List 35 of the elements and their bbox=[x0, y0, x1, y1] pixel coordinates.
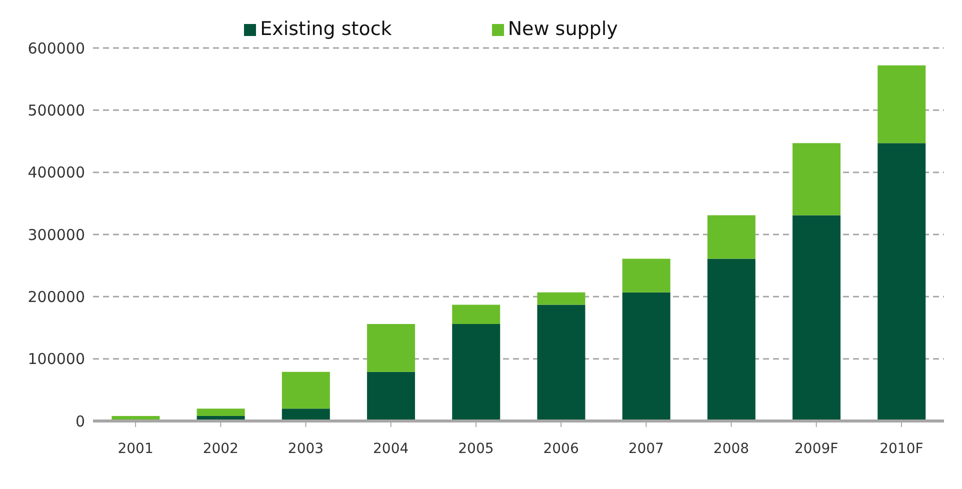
y-tick-label: 200000 bbox=[28, 288, 85, 306]
bar bbox=[707, 215, 756, 259]
bar bbox=[622, 258, 670, 292]
legend-label: Existing stock bbox=[260, 18, 392, 40]
bar bbox=[622, 292, 670, 421]
bar bbox=[792, 215, 841, 421]
x-tick-label: 2006 bbox=[543, 440, 579, 457]
bar bbox=[452, 304, 500, 324]
bar bbox=[367, 372, 416, 421]
y-tick-label: 0 bbox=[75, 412, 85, 430]
bar bbox=[878, 143, 926, 421]
bar bbox=[196, 408, 245, 416]
bar bbox=[282, 372, 330, 409]
x-tick-label: 2005 bbox=[458, 440, 494, 457]
y-tick-label: 600000 bbox=[28, 39, 85, 58]
x-tick-label: 2009F bbox=[794, 440, 838, 457]
bar bbox=[792, 143, 841, 216]
x-tick-label: 2008 bbox=[713, 440, 750, 457]
x-tick-label: 2004 bbox=[373, 440, 409, 457]
x-tick-label: 2007 bbox=[628, 440, 664, 457]
x-tick-label: 2001 bbox=[118, 440, 154, 457]
y-tick-label: 100000 bbox=[28, 350, 85, 368]
bar bbox=[367, 324, 416, 372]
x-tick-label: 2003 bbox=[288, 440, 324, 457]
bar bbox=[452, 324, 500, 421]
y-tick-label: 300000 bbox=[28, 226, 85, 244]
x-tick-label: 2010F bbox=[880, 440, 924, 457]
legend-label: New supply bbox=[508, 18, 618, 40]
bar bbox=[878, 65, 926, 144]
bar bbox=[537, 304, 586, 421]
y-tick-label: 400000 bbox=[28, 164, 85, 182]
y-tick-label: 500000 bbox=[28, 101, 85, 120]
bar bbox=[707, 258, 756, 421]
bar bbox=[537, 292, 586, 305]
x-tick-label: 2002 bbox=[202, 440, 238, 457]
